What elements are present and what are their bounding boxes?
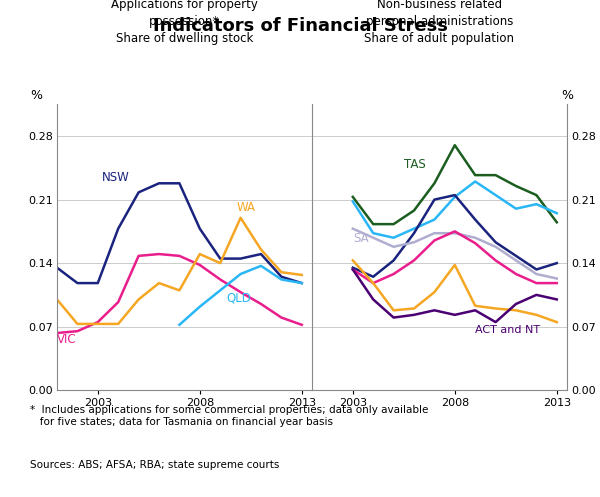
Text: NSW: NSW bbox=[102, 171, 130, 184]
Text: *  Includes applications for some commercial properties; data only available
   : * Includes applications for some commerc… bbox=[30, 405, 428, 426]
Text: Sources: ABS; AFSA; RBA; state supreme courts: Sources: ABS; AFSA; RBA; state supreme c… bbox=[30, 460, 280, 470]
Text: %: % bbox=[30, 89, 42, 102]
Text: SA: SA bbox=[353, 232, 368, 245]
Text: WA: WA bbox=[236, 200, 256, 214]
Text: QLD: QLD bbox=[226, 291, 251, 304]
Text: Indicators of Financial Stress: Indicators of Financial Stress bbox=[152, 17, 448, 35]
Text: Applications for property
possession*
Share of dwelling stock: Applications for property possession* Sh… bbox=[111, 0, 258, 45]
Text: ACT and NT: ACT and NT bbox=[475, 325, 541, 335]
Text: VIC: VIC bbox=[57, 333, 77, 346]
Text: %: % bbox=[561, 89, 573, 102]
Text: TAS: TAS bbox=[404, 158, 425, 171]
Text: Non-business related
personal administrations
Share of adult population: Non-business related personal administra… bbox=[364, 0, 515, 45]
